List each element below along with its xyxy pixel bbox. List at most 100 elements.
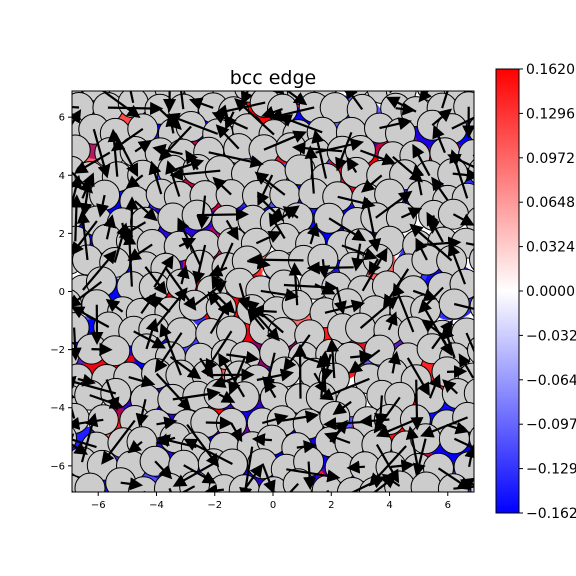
vector-arrow	[381, 473, 401, 487]
vector-arrow	[365, 198, 382, 253]
atom	[463, 378, 474, 408]
y-tick-label: 2	[59, 229, 65, 240]
vector-arrow	[218, 390, 236, 403]
vector-arrow	[260, 288, 299, 302]
vector-arrow	[152, 143, 183, 157]
y-tick-label: −6	[50, 461, 65, 472]
vector-arrow	[107, 128, 121, 177]
vector-arrow	[243, 463, 263, 491]
vector-arrow	[211, 374, 240, 388]
vector-arrow	[446, 365, 468, 379]
vector-arrow	[179, 91, 185, 110]
vector-arrow	[165, 160, 181, 197]
vector-arrow	[125, 174, 144, 189]
vector-arrow	[418, 91, 432, 103]
vector-arrow	[193, 52, 199, 88]
vector-arrow	[80, 412, 99, 463]
colorbar-tick-label: 0.1296	[526, 106, 575, 122]
vector-arrow	[351, 243, 365, 272]
vector-arrow	[324, 431, 351, 445]
vector-arrow	[453, 302, 474, 310]
vector-arrow	[358, 414, 390, 428]
vector-arrow	[77, 373, 96, 387]
vector-arrow	[127, 243, 153, 262]
colorbar-tick-label: 0.1620	[526, 62, 575, 78]
atom	[469, 295, 474, 318]
vector-arrow	[306, 222, 320, 245]
vector-arrow	[315, 138, 364, 154]
vector-arrow	[375, 444, 400, 484]
vector-arrow	[410, 379, 424, 431]
vector-arrow	[441, 91, 449, 109]
vector-arrow	[441, 325, 456, 359]
vector-arrow	[346, 460, 365, 474]
vector-arrow	[375, 418, 416, 438]
vector-arrow	[261, 463, 276, 492]
vector-arrow	[332, 400, 352, 416]
vector-arrow	[177, 217, 202, 266]
vector-arrow	[359, 295, 399, 329]
vector-arrow	[464, 444, 474, 468]
vector-arrow	[361, 247, 388, 292]
vector-arrow	[420, 416, 469, 438]
vector-arrow	[325, 338, 340, 379]
vector-arrow	[431, 176, 449, 202]
colorbar-tick-label: 0.0324	[526, 240, 575, 256]
vector-arrow	[411, 163, 425, 196]
vector-arrow	[324, 299, 366, 314]
vector-arrow	[459, 477, 474, 491]
vector-arrow	[91, 342, 113, 356]
x-tick-label: −4	[149, 500, 164, 511]
vector-arrow	[209, 301, 230, 335]
x-tick-label: 2	[328, 500, 334, 511]
vector-arrow	[350, 349, 373, 364]
atom	[469, 247, 474, 271]
y-axis: −6 −4 −2 0 2 4 6	[50, 113, 72, 472]
vector-arrow	[204, 483, 225, 492]
vector-arrow	[273, 490, 278, 492]
vector-arrow	[361, 174, 383, 193]
vector-arrow	[105, 298, 124, 313]
vector-arrow	[406, 357, 430, 397]
x-tick-label: 4	[386, 500, 392, 511]
vector-arrow	[296, 440, 317, 454]
vector-arrow	[385, 96, 417, 113]
vector-arrow	[405, 425, 420, 469]
vector-arrow	[452, 213, 474, 226]
vector-arrow	[426, 211, 444, 243]
vector-arrow	[153, 254, 174, 288]
vector-arrow	[306, 261, 354, 275]
atom	[410, 471, 442, 492]
vector-arrow	[81, 172, 95, 199]
vector-arrow	[432, 124, 446, 154]
vector-arrow	[449, 149, 469, 199]
vector-arrow	[192, 244, 207, 285]
vector-arrow	[360, 149, 397, 166]
vector-arrow	[178, 237, 197, 250]
vector-arrow	[245, 299, 284, 334]
vector-arrow	[72, 375, 117, 395]
vector-arrow	[133, 330, 166, 349]
vector-arrow	[196, 195, 210, 229]
y-tick-label: −2	[50, 345, 65, 356]
colorbar-tick-label: −0.0972	[526, 417, 576, 433]
colorbar-gradient	[495, 68, 520, 514]
vector-arrow	[234, 98, 275, 136]
vector-arrow	[159, 322, 182, 376]
vector-arrow	[400, 207, 423, 220]
vector-arrow	[82, 249, 117, 291]
vector-arrow	[293, 343, 307, 399]
colorbar-tick-label: 0.0648	[526, 195, 575, 211]
chart-title: bcc edge	[230, 67, 317, 89]
x-axis: −6 −4 −2 0 2 4 6	[91, 492, 451, 511]
atom	[99, 335, 131, 367]
vector-arrow	[168, 488, 172, 492]
vector-arrow	[412, 288, 438, 302]
vector-arrow	[304, 145, 318, 194]
vector-arrow	[101, 419, 136, 465]
vector-arrow	[215, 124, 240, 150]
vector-arrow	[225, 219, 239, 241]
vector-arrow	[110, 128, 144, 152]
vector-arrow	[319, 377, 370, 401]
